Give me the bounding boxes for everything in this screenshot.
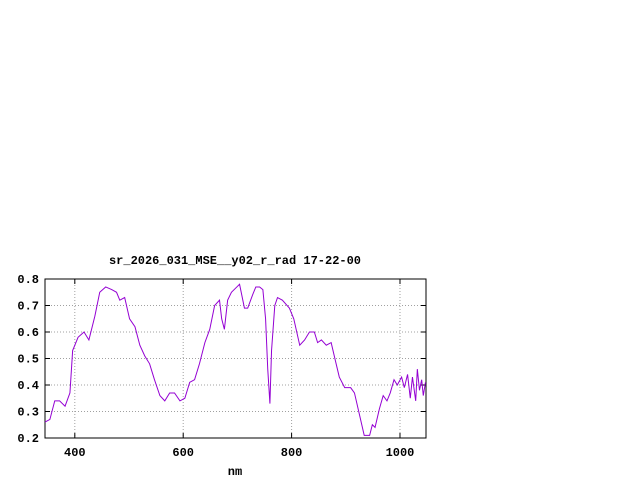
data-line bbox=[44, 283, 426, 436]
y-tick-label: 0.2 bbox=[17, 432, 39, 446]
chart-title: sr_2026_031_MSE__y02_r_rad 17-22-00 bbox=[109, 254, 361, 268]
y-tick-label: 0.6 bbox=[17, 326, 39, 340]
plot-border bbox=[44, 278, 427, 439]
x-tick-label: 400 bbox=[64, 446, 86, 460]
x-tick-label: 1000 bbox=[386, 446, 415, 460]
x-axis-label: nm bbox=[228, 465, 242, 479]
y-tick-label: 0.5 bbox=[17, 353, 39, 367]
y-tick-label: 0.4 bbox=[17, 379, 39, 393]
y-tick-label: 0.3 bbox=[17, 406, 39, 420]
x-tick-label: 600 bbox=[172, 446, 194, 460]
x-tick-label: 800 bbox=[281, 446, 303, 460]
y-tick-label: 0.7 bbox=[17, 300, 39, 314]
y-tick-label: 0.8 bbox=[17, 273, 39, 287]
